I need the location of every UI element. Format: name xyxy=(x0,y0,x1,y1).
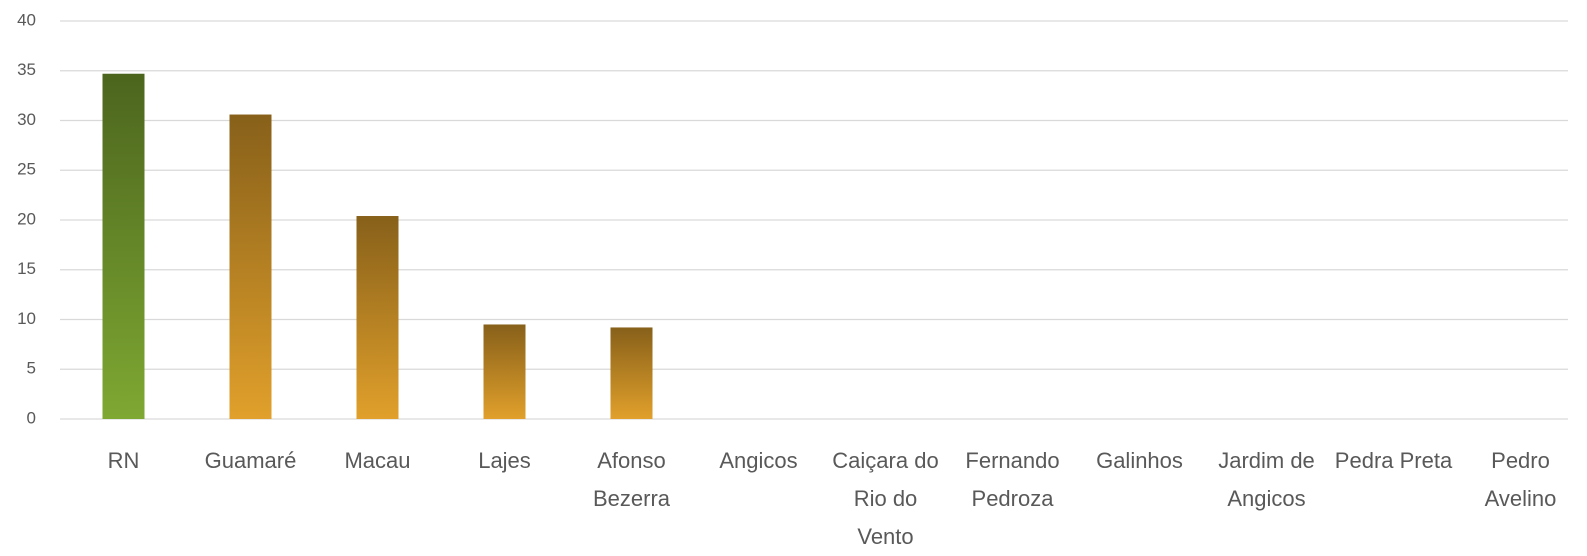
y-tick-label: 25 xyxy=(17,160,36,179)
x-tick-label: Pedra Preta xyxy=(1335,448,1453,473)
x-tick-label: Fernando Pedroza xyxy=(965,448,1059,511)
bar xyxy=(356,216,399,419)
bar xyxy=(229,114,272,419)
y-tick-label: 15 xyxy=(17,259,36,278)
y-tick-label: 30 xyxy=(17,110,36,129)
x-tick-label: Jardim de Angicos xyxy=(1218,448,1315,511)
x-tick-label: Galinhos xyxy=(1096,448,1183,473)
x-tick-label: Lajes xyxy=(478,448,531,473)
y-tick-label: 20 xyxy=(17,209,36,228)
x-tick-label: RN xyxy=(108,448,140,473)
x-tick-label: Pedro Avelino xyxy=(1485,448,1557,511)
bar xyxy=(610,327,653,419)
y-tick-label: 40 xyxy=(17,10,36,29)
x-tick-label: Macau xyxy=(344,448,410,473)
bar xyxy=(102,73,145,420)
y-tick-label: 0 xyxy=(27,408,36,427)
bar xyxy=(483,324,526,419)
x-tick-label: Angicos xyxy=(719,448,797,473)
x-tick-label: Caiçara do Rio do Vento xyxy=(832,448,938,549)
x-tick-label: Guamaré xyxy=(205,448,297,473)
y-tick-label: 35 xyxy=(17,60,36,79)
y-tick-label: 5 xyxy=(27,359,36,378)
y-tick-label: 10 xyxy=(17,309,36,328)
x-tick-label: Afonso Bezerra xyxy=(593,448,671,511)
